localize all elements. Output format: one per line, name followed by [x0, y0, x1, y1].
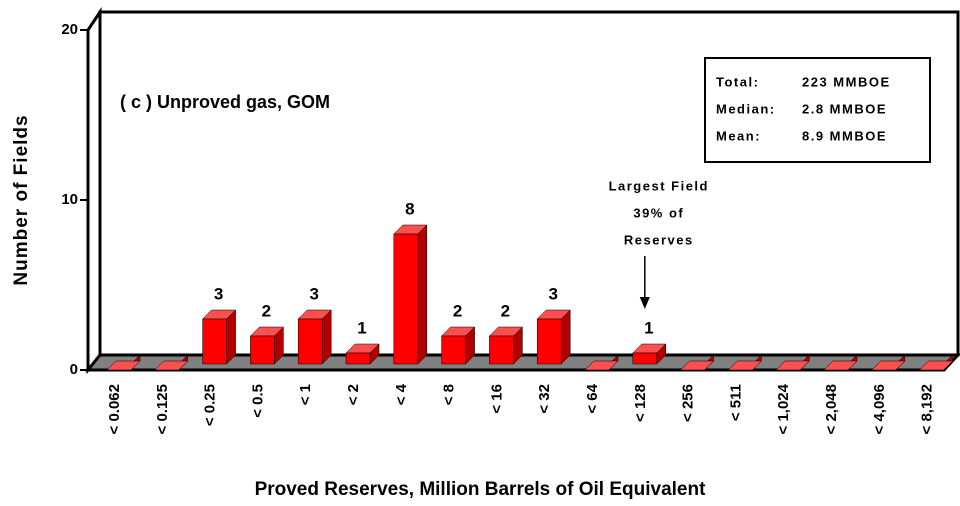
bar: [345, 343, 380, 365]
stats-box: [704, 57, 931, 163]
bar-side: [321, 309, 332, 365]
y-tick-label: 20: [61, 21, 78, 38]
bar: [632, 343, 667, 365]
arrow-head: [639, 297, 650, 309]
x-tick-label: < 2: [345, 384, 362, 405]
data-label: 2: [453, 301, 462, 320]
stat-value: 2.8 MMBOE: [802, 101, 887, 116]
bar-top: [679, 360, 715, 371]
x-tick-label: < 8: [441, 384, 458, 405]
annotation-text: Reserves: [624, 232, 694, 247]
bar-front: [536, 318, 562, 365]
bar-top: [584, 360, 619, 371]
bar: [775, 354, 810, 371]
data-label: 1: [644, 318, 653, 337]
data-label: 2: [501, 301, 510, 320]
bar-front: [393, 233, 419, 365]
bar-front: [632, 352, 658, 365]
bar: [871, 354, 906, 371]
stat-label: Median:: [716, 101, 776, 116]
bar-top: [775, 360, 810, 371]
x-tick-label: < 32: [536, 384, 553, 414]
bar-side: [226, 309, 236, 365]
data-label: 3: [548, 284, 557, 303]
chart-title: ( c ) Unproved gas, GOM: [120, 92, 330, 112]
x-tick-label: < 0.25: [202, 384, 219, 426]
bar: [249, 326, 285, 365]
x-tick-label: < 0.125: [154, 384, 171, 434]
x-tick-label: < 128: [632, 384, 649, 422]
bar: [440, 326, 476, 365]
x-tick-label: < 16: [488, 384, 505, 414]
bar: [297, 309, 332, 365]
bar-top: [154, 360, 189, 371]
bar-top: [871, 360, 906, 371]
bar: [154, 354, 189, 371]
y-tick-label: 10: [61, 191, 78, 208]
stat-value: 223 MMBOE: [802, 74, 891, 89]
x-tick-label: < 4,096: [871, 384, 888, 434]
bar-side: [417, 224, 428, 365]
y-tick-label: 0: [70, 361, 78, 378]
x-tick-label: < 4: [393, 383, 410, 405]
bar-front: [441, 335, 466, 365]
bar-front: [202, 318, 227, 365]
bar: [201, 309, 237, 365]
left-wall: [86, 7, 102, 375]
annotation-text: 39% of: [633, 205, 684, 220]
bar: [536, 309, 571, 365]
bar: [106, 354, 141, 371]
bar: [727, 354, 763, 371]
bar-front: [345, 352, 371, 365]
x-tick-label: < 256: [680, 384, 697, 422]
bar-top: [727, 360, 763, 371]
stat-value: 8.9 MMBOE: [802, 128, 887, 143]
bar: [918, 354, 954, 371]
bar: [488, 326, 524, 365]
bar-front: [250, 335, 275, 365]
bar-top: [918, 360, 954, 371]
data-label: 8: [405, 199, 414, 218]
bar: [679, 354, 715, 371]
bar-top: [823, 360, 858, 371]
bar-side: [560, 309, 571, 365]
bar: [823, 354, 858, 371]
x-tick-label: < 1: [297, 384, 314, 405]
stat-label: Total:: [716, 74, 759, 89]
x-axis-title: Proved Reserves, Million Barrels of Oil …: [255, 479, 707, 500]
x-tick-label: < 0.5: [249, 384, 266, 418]
data-label: 3: [214, 284, 223, 303]
bar: [584, 354, 619, 371]
x-tick-label: < 2,048: [823, 384, 840, 434]
data-label: 1: [357, 318, 366, 337]
bar-front: [489, 335, 514, 365]
x-tick-label: < 8,192: [919, 384, 936, 434]
x-tick-label: < 1,024: [775, 383, 792, 434]
y-axis-title: Number of Fields: [11, 114, 32, 285]
x-tick-label: < 511: [727, 384, 744, 421]
bar-front: [297, 318, 323, 365]
stat-label: Mean:: [716, 128, 761, 143]
data-label: 3: [309, 284, 318, 303]
x-tick-label: < 0.062: [106, 384, 123, 434]
data-label: 2: [262, 301, 271, 320]
bar: [393, 224, 428, 365]
x-tick-label: < 64: [584, 383, 601, 413]
annotation-text: Largest Field: [609, 178, 709, 193]
bar-top: [106, 360, 141, 371]
